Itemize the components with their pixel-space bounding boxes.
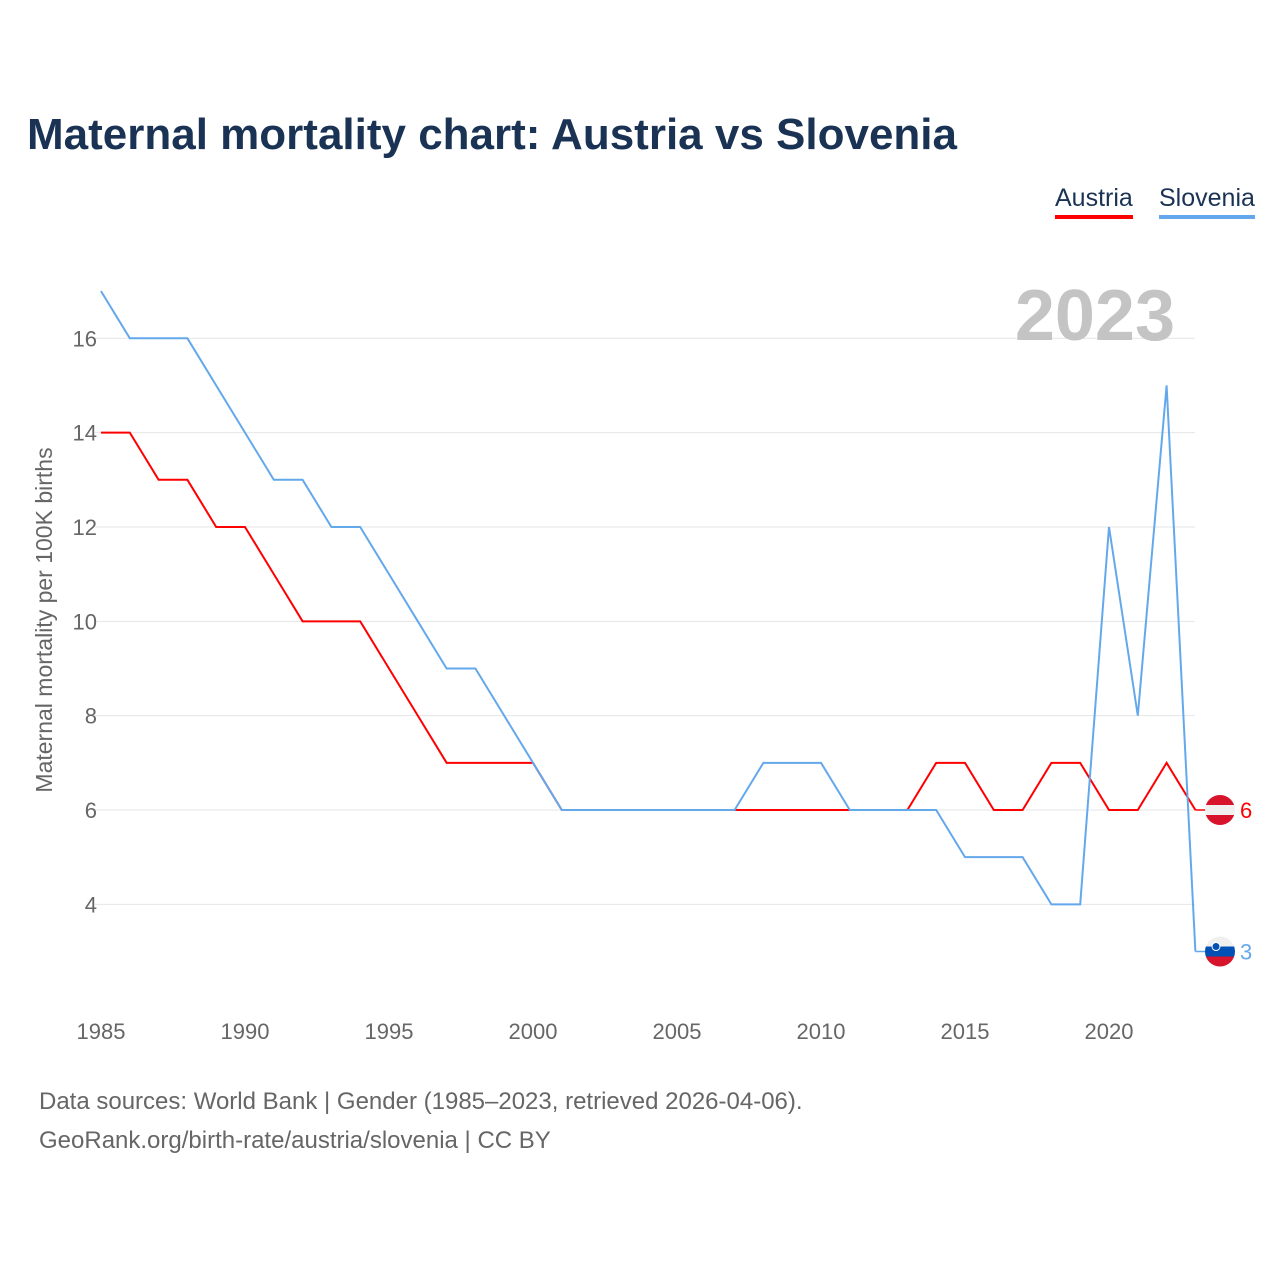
y-tick-label: 14 bbox=[73, 421, 97, 446]
series-line-slovenia bbox=[100, 290, 1197, 952]
x-tick-label: 2010 bbox=[797, 1019, 846, 1044]
y-tick-label: 8 bbox=[85, 704, 97, 729]
source-line: Data sources: World Bank | Gender (1985–… bbox=[39, 1088, 803, 1115]
x-tick-label: 2000 bbox=[509, 1019, 558, 1044]
y-tick-label: 4 bbox=[85, 892, 97, 917]
x-tick-label: 1995 bbox=[365, 1019, 414, 1044]
year-watermark: 2023 bbox=[1015, 276, 1175, 356]
austria-flag-icon bbox=[1205, 795, 1235, 825]
attribution-link[interactable]: GeoRank.org/birth-rate/austria/slovenia … bbox=[39, 1127, 551, 1154]
end-value-label: 3 bbox=[1240, 940, 1252, 965]
y-tick-label: 12 bbox=[73, 515, 97, 540]
y-axis-label: Maternal mortality per 100K births bbox=[31, 447, 57, 792]
chart-title: Maternal mortality chart: Austria vs Slo… bbox=[27, 110, 957, 159]
x-tick-label: 1990 bbox=[221, 1019, 270, 1044]
y-tick-label: 10 bbox=[73, 609, 97, 634]
y-tick-label: 6 bbox=[85, 798, 97, 823]
x-tick-label: 2020 bbox=[1085, 1019, 1134, 1044]
end-value-label: 6 bbox=[1240, 798, 1252, 823]
legend-slovenia[interactable]: Slovenia bbox=[1159, 184, 1255, 219]
x-tick-label: 2005 bbox=[653, 1019, 702, 1044]
x-tick-label: 1985 bbox=[77, 1019, 126, 1044]
y-tick-label: 16 bbox=[73, 326, 97, 351]
legend-austria[interactable]: Austria bbox=[1055, 184, 1133, 219]
slovenia-flag-icon bbox=[1205, 936, 1235, 967]
x-tick-label: 2015 bbox=[941, 1019, 990, 1044]
